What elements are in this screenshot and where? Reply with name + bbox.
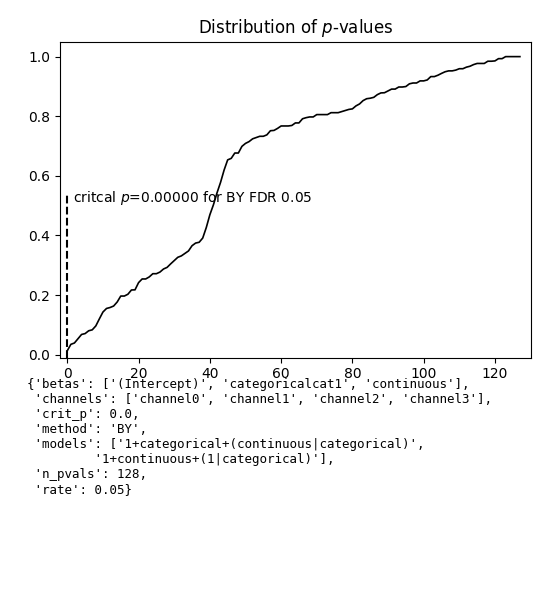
Text: critcal $p$=0.00000 for BY FDR 0.05: critcal $p$=0.00000 for BY FDR 0.05 — [73, 189, 312, 207]
Title: Distribution of $p$-values: Distribution of $p$-values — [197, 17, 393, 39]
Text: {'betas': ['(Intercept)', 'categoricalcat1', 'continuous'],
 'channels': ['chann: {'betas': ['(Intercept)', 'categoricalca… — [27, 378, 492, 496]
